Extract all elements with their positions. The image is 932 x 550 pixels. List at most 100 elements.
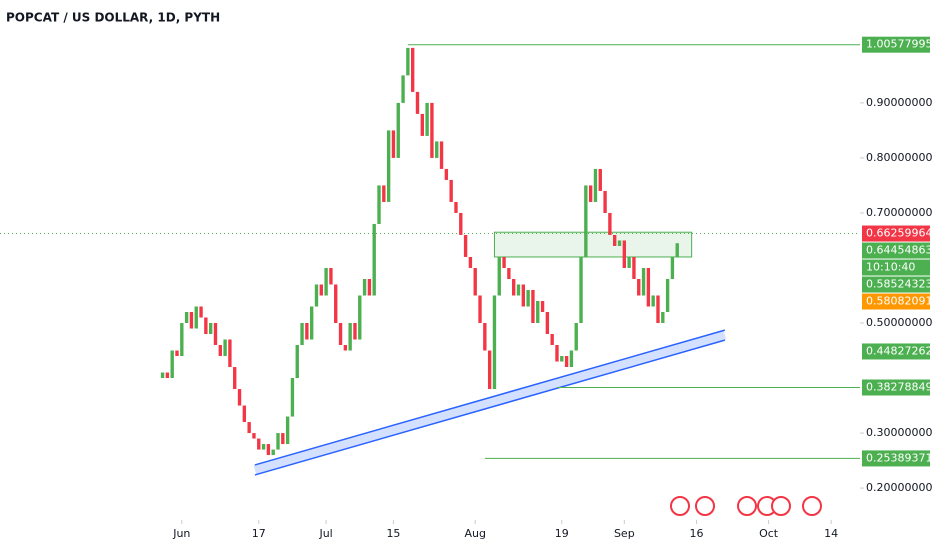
candle	[613, 234, 617, 246]
y-tick-label: 0.90000000	[866, 96, 932, 109]
trendline	[253, 330, 727, 475]
candle	[386, 130, 391, 202]
price-label-box	[862, 242, 930, 259]
candle	[430, 102, 434, 158]
price-label: 0.58082091	[866, 295, 932, 308]
candle	[242, 405, 247, 423]
y-tick-label: 0.50000000	[866, 316, 932, 329]
candle	[521, 284, 525, 307]
candle	[338, 323, 343, 346]
candle	[377, 185, 381, 224]
candle	[194, 306, 198, 329]
candle	[670, 256, 675, 279]
candle	[391, 130, 396, 158]
candle	[362, 278, 367, 296]
countdown: 10:10:40	[866, 261, 915, 274]
candle	[396, 102, 400, 158]
candle	[439, 141, 444, 169]
candle	[233, 367, 237, 390]
candle	[228, 339, 232, 368]
candle	[646, 267, 651, 307]
price-label: 0.66259964	[866, 227, 932, 240]
x-tick-label: Jun	[172, 527, 190, 540]
candle	[478, 295, 482, 324]
y-tick-label: 0.20000000	[866, 481, 932, 494]
candle	[588, 185, 593, 202]
price-label-box	[862, 36, 930, 53]
candle	[189, 312, 194, 329]
candle	[353, 323, 357, 340]
candle	[276, 433, 280, 450]
candle	[266, 444, 271, 456]
candle	[564, 356, 569, 368]
candle	[314, 284, 319, 307]
candle	[622, 240, 627, 268]
candle	[305, 323, 309, 340]
candle	[348, 323, 352, 351]
candle	[425, 102, 429, 136]
candle	[598, 168, 602, 191]
candle	[261, 444, 266, 450]
trendline	[254, 329, 726, 466]
x-tick-label: 16	[689, 527, 703, 540]
candle	[526, 289, 530, 307]
candle	[175, 350, 179, 357]
price-label: 0.25389371	[866, 451, 932, 464]
candle	[290, 378, 295, 417]
candle	[579, 256, 583, 324]
candle	[435, 141, 439, 158]
candle	[358, 295, 362, 340]
candle	[372, 223, 376, 296]
candle	[540, 300, 545, 312]
candle	[204, 317, 208, 335]
price-label-box	[862, 225, 930, 242]
candle	[281, 433, 285, 445]
chart-title: POPCAT / US DOLLAR, 1D, PYTH	[6, 11, 220, 25]
candle	[319, 284, 323, 296]
candle	[560, 356, 564, 362]
candle	[170, 350, 174, 379]
candle	[641, 267, 646, 296]
candle	[401, 75, 405, 103]
candle	[199, 306, 203, 318]
candle	[454, 201, 458, 213]
candle	[218, 345, 222, 357]
candle	[223, 339, 227, 357]
candle	[180, 323, 184, 357]
candle	[569, 350, 574, 368]
candle	[309, 306, 314, 340]
y-tick-label: 0.70000000	[866, 206, 932, 219]
candle	[324, 267, 328, 296]
candle	[545, 312, 550, 335]
candle	[411, 47, 415, 92]
x-tick-label: Oct	[759, 527, 779, 540]
candle	[459, 212, 463, 235]
candle	[184, 312, 189, 324]
price-label: 1.00577995	[866, 38, 932, 51]
candle	[300, 323, 304, 346]
candle	[449, 179, 453, 202]
candle	[661, 312, 665, 324]
candle	[473, 267, 477, 296]
candle	[627, 256, 631, 268]
candle	[160, 372, 165, 379]
candle	[252, 433, 256, 439]
price-label: 0.38278849	[866, 381, 932, 394]
candle	[208, 323, 213, 335]
candle	[487, 350, 492, 390]
candle	[555, 345, 559, 362]
candle	[516, 284, 521, 296]
candle	[584, 185, 588, 257]
candle	[444, 168, 449, 180]
candle	[382, 185, 386, 202]
candle	[507, 267, 511, 279]
event-icons	[670, 496, 822, 516]
x-tick-label: 17	[252, 527, 266, 540]
price-label-box	[862, 450, 930, 467]
y-tick-label: 0.30000000	[866, 426, 932, 439]
candle	[257, 438, 261, 450]
range-box	[493, 231, 693, 258]
